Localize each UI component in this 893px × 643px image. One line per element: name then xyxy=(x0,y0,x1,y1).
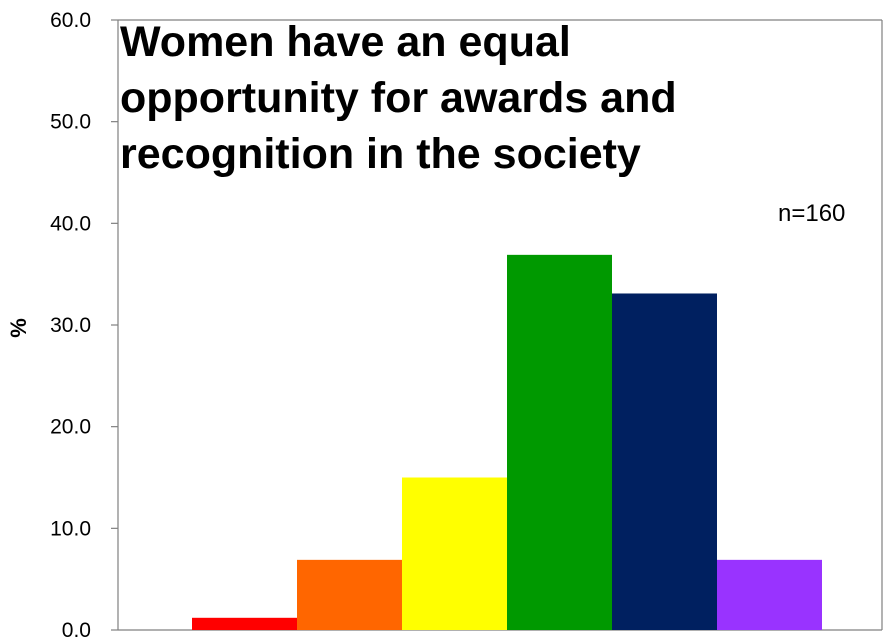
y-axis-label: % xyxy=(6,318,31,338)
bar xyxy=(612,293,717,630)
chart-title-line-3: recognition in the society xyxy=(120,130,641,178)
y-tick-label: 0.0 xyxy=(62,619,91,642)
bar xyxy=(402,477,507,630)
y-tick-label: 50.0 xyxy=(50,111,91,134)
y-tick-label: 30.0 xyxy=(50,314,91,337)
sample-size-annotation: n=160 xyxy=(778,200,846,227)
y-tick-labels: 0.0 10.0 20.0 30.0 40.0 50.0 60.0 xyxy=(50,9,91,642)
bar xyxy=(717,559,822,630)
bar xyxy=(297,559,402,630)
y-tick-label: 20.0 xyxy=(50,416,91,439)
y-tick-label: 10.0 xyxy=(50,517,91,540)
y-tick-label: 60.0 xyxy=(50,9,91,32)
y-tick-label: 40.0 xyxy=(50,212,91,235)
chart-title-line-2: opportunity for awards and xyxy=(120,74,677,122)
chart-title: Women have an equal opportunity for awar… xyxy=(120,14,800,182)
bars-group xyxy=(192,254,822,630)
chart-title-line-1: Women have an equal xyxy=(120,18,571,66)
bar xyxy=(507,254,612,630)
bar xyxy=(192,617,297,630)
